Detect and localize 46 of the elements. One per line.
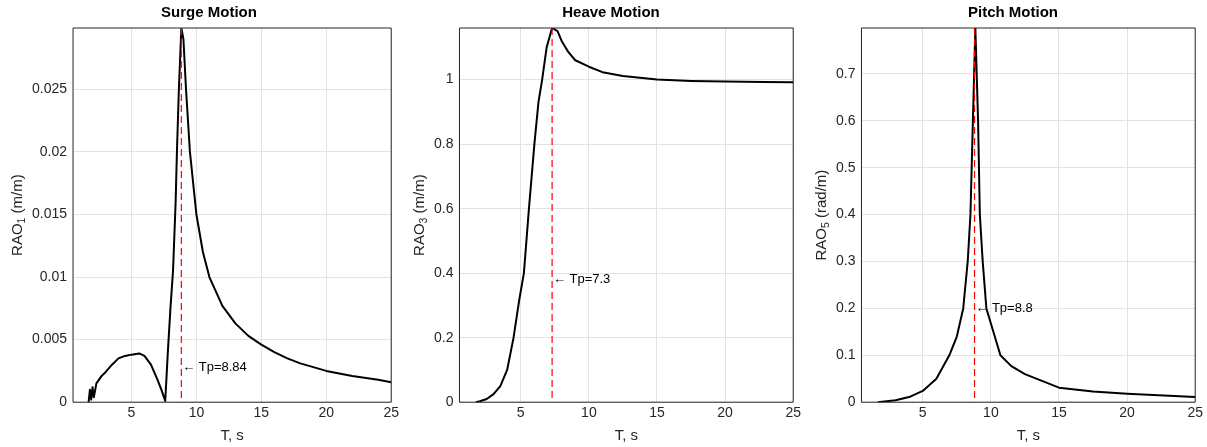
x-tick-label: 10 bbox=[581, 404, 597, 421]
x-tick-label: 5 bbox=[516, 404, 525, 421]
x-tick-label: 5 bbox=[127, 404, 136, 421]
x-tick-label: 15 bbox=[253, 404, 270, 421]
x-tick-label: 20 bbox=[1119, 404, 1136, 421]
y-tick-label: 0.015 bbox=[31, 205, 68, 222]
x-tick-label: 10 bbox=[983, 404, 999, 421]
y-tick-label: 0.3 bbox=[835, 252, 856, 269]
x-axis-title: T, s bbox=[220, 426, 244, 444]
y-tick-label: 0 bbox=[847, 393, 856, 410]
y-axis-title: RAO1 (m/m) bbox=[8, 174, 28, 256]
y-axis-title: RAO3 (m/m) bbox=[410, 174, 430, 256]
annotation: ← Tp=8.8 bbox=[975, 299, 1033, 315]
y-tick-label: 0.8 bbox=[433, 134, 454, 151]
y-tick-label: 0.4 bbox=[835, 205, 856, 222]
x-tick-label: 25 bbox=[383, 404, 400, 421]
y-tick-label: 0.005 bbox=[31, 330, 68, 347]
x-tick-label: 15 bbox=[1051, 404, 1067, 421]
y-tick-label: 0 bbox=[59, 393, 68, 410]
y-tick-label: 0.4 bbox=[433, 264, 454, 281]
x-axis-title: T, s bbox=[614, 426, 639, 444]
y-tick-label: 1 bbox=[445, 70, 454, 87]
chart-title: Surge Motion bbox=[161, 3, 257, 21]
y-tick-label: 0.025 bbox=[31, 80, 68, 97]
y-tick-label: 0 bbox=[445, 393, 454, 410]
x-tick-label: 25 bbox=[1187, 404, 1204, 421]
annotation: ← Tp=7.3 bbox=[553, 271, 611, 287]
x-axis-title: T, s bbox=[1016, 426, 1041, 444]
y-tick-label: 0.6 bbox=[835, 111, 856, 128]
chart-title: Pitch Motion bbox=[968, 3, 1058, 21]
x-tick-label: 10 bbox=[188, 404, 205, 421]
x-tick-label: 15 bbox=[649, 404, 665, 421]
chart-title: Heave Motion bbox=[562, 3, 660, 21]
y-tick-label: 0.7 bbox=[835, 64, 856, 81]
y-tick-label: 0.01 bbox=[39, 267, 68, 284]
x-tick-label: 25 bbox=[785, 404, 802, 421]
y-tick-label: 0.1 bbox=[835, 346, 856, 363]
y-tick-label: 0.2 bbox=[433, 328, 454, 345]
y-tick-label: 0.6 bbox=[433, 199, 454, 216]
y-tick-label: 0.5 bbox=[835, 158, 856, 175]
x-tick-label: 20 bbox=[717, 404, 734, 421]
y-tick-label: 0.02 bbox=[39, 142, 68, 159]
annotation: ← Tp=8.84 bbox=[182, 358, 247, 374]
x-tick-label: 5 bbox=[918, 404, 927, 421]
y-tick-label: 0.2 bbox=[835, 299, 856, 316]
x-tick-label: 20 bbox=[318, 404, 335, 421]
